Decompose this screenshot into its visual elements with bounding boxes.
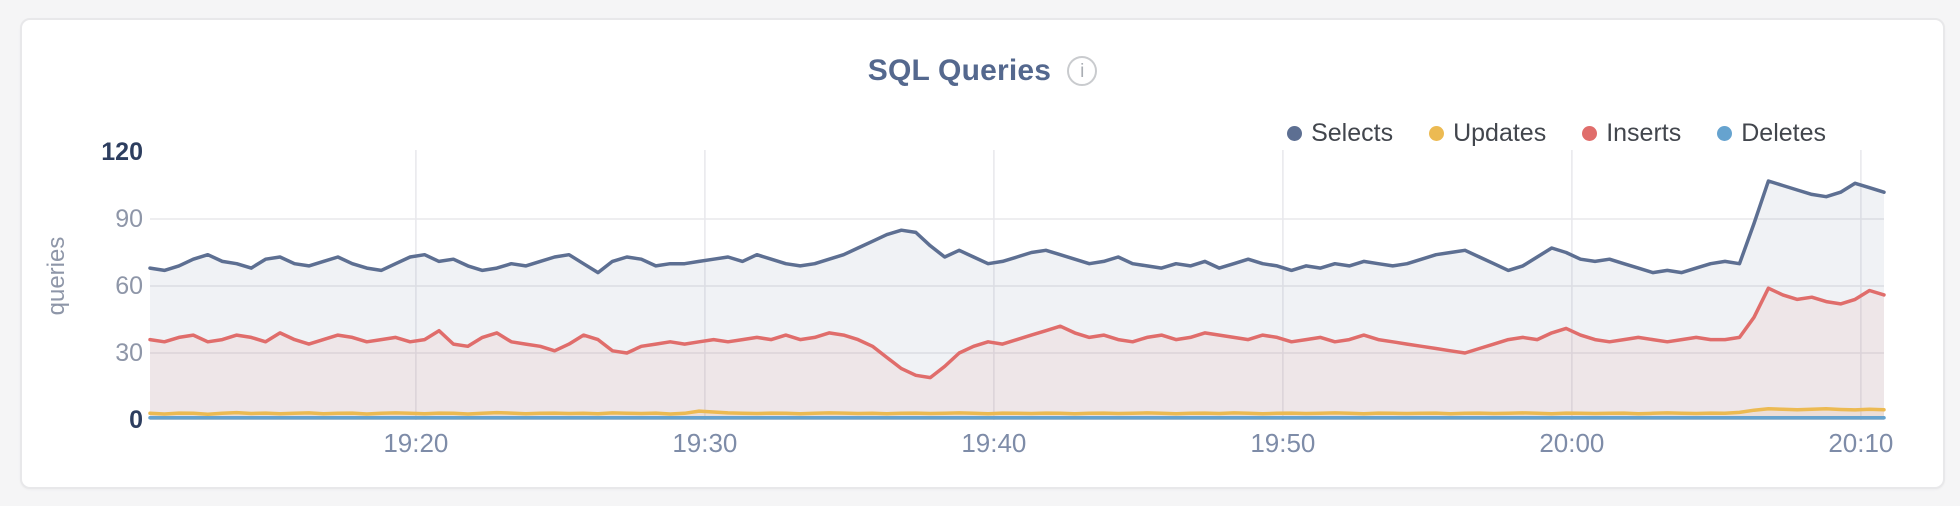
legend-dot-inserts [1582, 126, 1598, 141]
y-tick-120: 120 [101, 138, 143, 166]
legend-label: Updates [1453, 119, 1547, 147]
chart-header: SQL Queries i [22, 54, 1943, 88]
legend-item-inserts[interactable]: Inserts [1582, 119, 1681, 148]
y-tick-0: 0 [129, 406, 143, 434]
x-tick-1940: 19:40 [961, 428, 1027, 458]
y-tick-30: 30 [115, 339, 143, 367]
series-line-updates [148, 407, 1886, 416]
legend-dot-deletes [1717, 126, 1733, 141]
info-icon[interactable]: i [1067, 56, 1098, 86]
x-tick-2000: 20:00 [1539, 428, 1605, 458]
y-tick-90: 90 [115, 205, 143, 233]
legend-item-selects[interactable]: Selects [1287, 119, 1393, 148]
legend: Selects Updates Inserts Deletes [1287, 119, 1826, 148]
legend-item-deletes[interactable]: Deletes [1717, 119, 1826, 148]
chart-card: SQL Queries i Selects Updates Inserts Delet… [20, 18, 1945, 489]
y-tick-60: 60 [115, 272, 143, 300]
series-area-selects [150, 181, 1884, 420]
x-tick-1930: 19:30 [672, 428, 738, 458]
x-tick-1950: 19:50 [1250, 428, 1316, 458]
legend-item-updates[interactable]: Updates [1429, 119, 1546, 148]
legend-dot-selects [1287, 126, 1303, 141]
x-tick-2010: 20:10 [1828, 428, 1894, 458]
legend-label: Inserts [1606, 119, 1682, 147]
x-tick-1920: 19:20 [383, 428, 449, 458]
series-line-inserts [148, 286, 1886, 380]
page-title: SQL Queries [867, 54, 1052, 87]
series-line-selects [148, 179, 1886, 275]
legend-label: Selects [1311, 119, 1394, 147]
legend-label: Deletes [1741, 119, 1826, 147]
legend-dot-updates [1429, 126, 1445, 141]
series-area-inserts [150, 288, 1884, 420]
